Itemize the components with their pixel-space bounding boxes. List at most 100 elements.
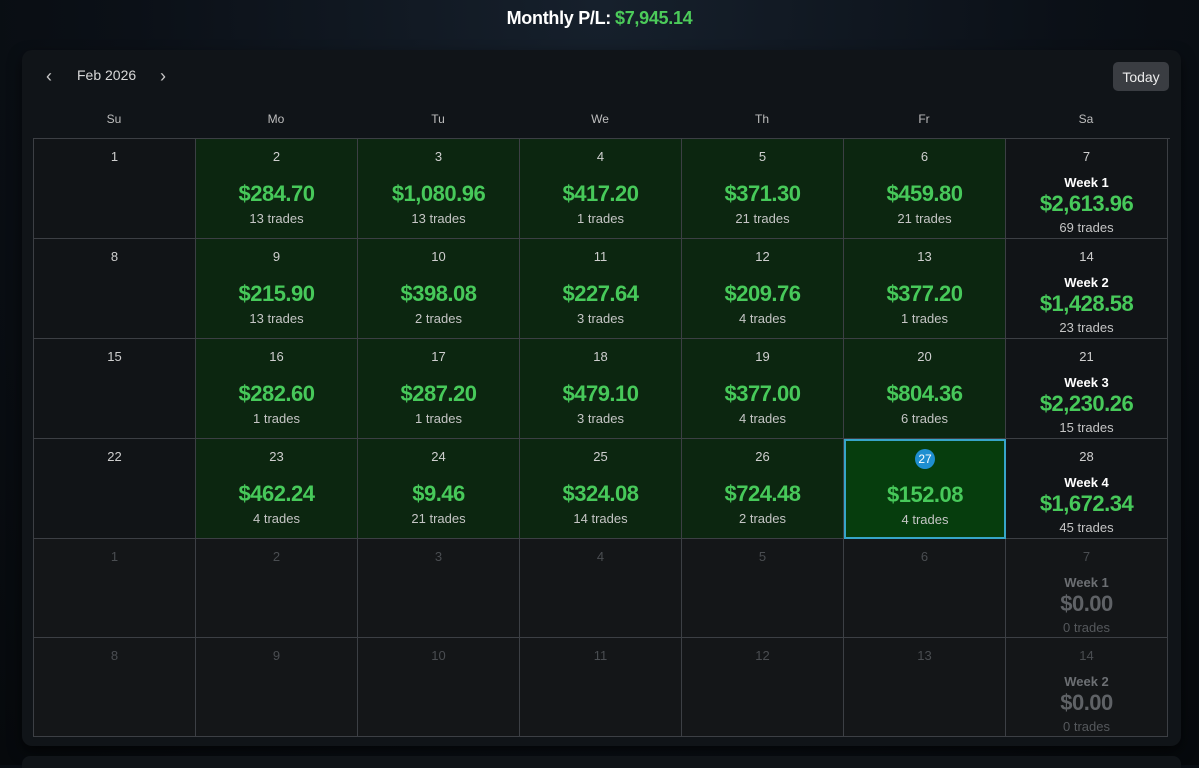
day-cell[interactable]: 17 $287.20 1 trades (358, 339, 520, 439)
day-cell[interactable]: 8 (34, 239, 196, 339)
week-label: Week 4 (1064, 475, 1109, 490)
day-pl-amount: $209.76 (724, 281, 801, 306)
day-cell[interactable]: 5 (682, 539, 844, 638)
day-cell[interactable]: 12 (682, 638, 844, 737)
day-cell[interactable]: 6 $459.80 21 trades (844, 139, 1006, 239)
day-number: 2 (272, 549, 281, 564)
day-cell[interactable]: 13 $377.20 1 trades (844, 239, 1006, 339)
day-number: 5 (758, 549, 767, 564)
day-cell[interactable]: 1 (34, 539, 196, 638)
day-cell[interactable]: 25 $324.08 14 trades (520, 439, 682, 539)
day-number: 1 (110, 549, 119, 564)
prev-month-chevron-icon[interactable]: ‹ (46, 65, 52, 86)
day-cell[interactable]: 1 (34, 139, 196, 239)
day-cell[interactable]: 23 $462.24 4 trades (196, 439, 358, 539)
day-cell[interactable]: 16 $282.60 1 trades (196, 339, 358, 439)
day-cell[interactable]: 9 $215.90 13 trades (196, 239, 358, 339)
week-summary-cell[interactable]: 28 Week 4 $1,672.34 45 trades (1006, 439, 1168, 539)
day-pl-amount: $398.08 (400, 281, 477, 306)
week-summary-cell[interactable]: 21 Week 3 $2,230.26 15 trades (1006, 339, 1168, 439)
week-label: Week 3 (1064, 375, 1109, 390)
day-pl-amount: $284.70 (238, 181, 315, 206)
week-summary-cell[interactable]: 7 Week 1 $0.00 0 trades (1006, 539, 1168, 638)
day-cell[interactable]: 2 (196, 539, 358, 638)
day-trade-count: 1 trades (577, 211, 624, 226)
day-pl-amount: $287.20 (400, 381, 477, 406)
day-cell[interactable]: 4 $417.20 1 trades (520, 139, 682, 239)
day-cell[interactable]: 18 $479.10 3 trades (520, 339, 682, 439)
day-pl-amount: $152.08 (886, 482, 964, 507)
day-cell[interactable]: 8 (34, 638, 196, 737)
day-trade-count: 4 trades (739, 311, 786, 326)
week-summary-cell[interactable]: 7 Week 1 $2,613.96 69 trades (1006, 139, 1168, 239)
day-cell[interactable]: 24 $9.46 21 trades (358, 439, 520, 539)
week-label: Week 1 (1064, 575, 1109, 590)
week-pl-amount: $0.00 (1060, 591, 1113, 616)
weekday-su: Su (106, 112, 122, 126)
day-cell[interactable]: 9 (196, 638, 358, 737)
day-trade-count: 4 trades (253, 511, 300, 526)
day-pl-amount: $804.36 (886, 381, 963, 406)
week-trade-count: 45 trades (1059, 520, 1114, 535)
day-pl-amount: $282.60 (238, 381, 315, 406)
day-pl-amount: $324.08 (562, 481, 639, 506)
day-number: 19 (755, 349, 770, 364)
day-cell[interactable]: 12 $209.76 4 trades (682, 239, 844, 339)
day-number: 9 (272, 249, 281, 264)
day-cell[interactable]: 10 $398.08 2 trades (358, 239, 520, 339)
next-month-chevron-icon[interactable]: › (160, 65, 166, 86)
day-number: 5 (758, 149, 767, 164)
week-label: Week 1 (1064, 175, 1109, 190)
day-cell[interactable]: 5 $371.30 21 trades (682, 139, 844, 239)
day-number: 26 (755, 449, 770, 464)
week-pl-amount: $2,613.96 (1039, 191, 1134, 216)
weekday-tu: Tu (431, 112, 445, 126)
day-number: 4 (596, 549, 605, 564)
day-pl-amount: $377.20 (886, 281, 963, 306)
day-cell[interactable]: 19 $377.00 4 trades (682, 339, 844, 439)
day-number: 6 (920, 549, 929, 564)
day-number: 1 (110, 149, 119, 164)
day-number: 13 (917, 648, 932, 663)
day-number: 8 (110, 249, 119, 264)
day-trade-count: 4 trades (739, 411, 786, 426)
week-label: Week 2 (1064, 275, 1109, 290)
day-cell[interactable]: 3 $1,080.96 13 trades (358, 139, 520, 239)
day-number: 14 (1079, 648, 1094, 663)
day-number: 20 (917, 349, 932, 364)
today-button[interactable]: Today (1113, 62, 1169, 91)
day-number: 23 (269, 449, 284, 464)
day-cell[interactable]: 20 $804.36 6 trades (844, 339, 1006, 439)
week-summary-cell[interactable]: 14 Week 2 $0.00 0 trades (1006, 638, 1168, 737)
day-cell[interactable]: 13 (844, 638, 1006, 737)
day-cell[interactable]: 6 (844, 539, 1006, 638)
day-cell[interactable]: 26 $724.48 2 trades (682, 439, 844, 539)
day-trade-count: 3 trades (577, 311, 624, 326)
day-cell[interactable]: 22 (34, 439, 196, 539)
day-number: 12 (755, 648, 770, 663)
day-cell[interactable]: 27 $152.08 4 trades (844, 439, 1006, 539)
day-pl-amount: $462.24 (238, 481, 315, 506)
day-cell[interactable]: 10 (358, 638, 520, 737)
day-cell[interactable]: 3 (358, 539, 520, 638)
weekday-mo: Mo (267, 112, 285, 126)
day-cell[interactable]: 4 (520, 539, 682, 638)
weekday-th: Th (754, 112, 769, 126)
week-pl-amount: $1,428.58 (1039, 291, 1134, 316)
day-number: 14 (1079, 249, 1094, 264)
current-month-label: Feb 2026 (77, 67, 137, 83)
day-number: 11 (593, 648, 608, 663)
week-summary-cell[interactable]: 14 Week 2 $1,428.58 23 trades (1006, 239, 1168, 339)
day-pl-amount: $215.90 (238, 281, 315, 306)
week-pl-amount: $1,672.34 (1039, 491, 1134, 516)
day-cell[interactable]: 15 (34, 339, 196, 439)
day-trade-count: 13 trades (249, 311, 304, 326)
monthly-pl-value: $7,945.14 (615, 7, 693, 28)
day-cell[interactable]: 2 $284.70 13 trades (196, 139, 358, 239)
day-number: 9 (272, 648, 281, 663)
day-trade-count: 21 trades (897, 211, 952, 226)
day-cell[interactable]: 11 (520, 638, 682, 737)
day-cell[interactable]: 11 $227.64 3 trades (520, 239, 682, 339)
monthly-pl-header: Monthly P/L: $7,945.14 (0, 0, 1199, 36)
calendar-toolbar: ‹ Feb 2026 › Today (22, 50, 1181, 110)
